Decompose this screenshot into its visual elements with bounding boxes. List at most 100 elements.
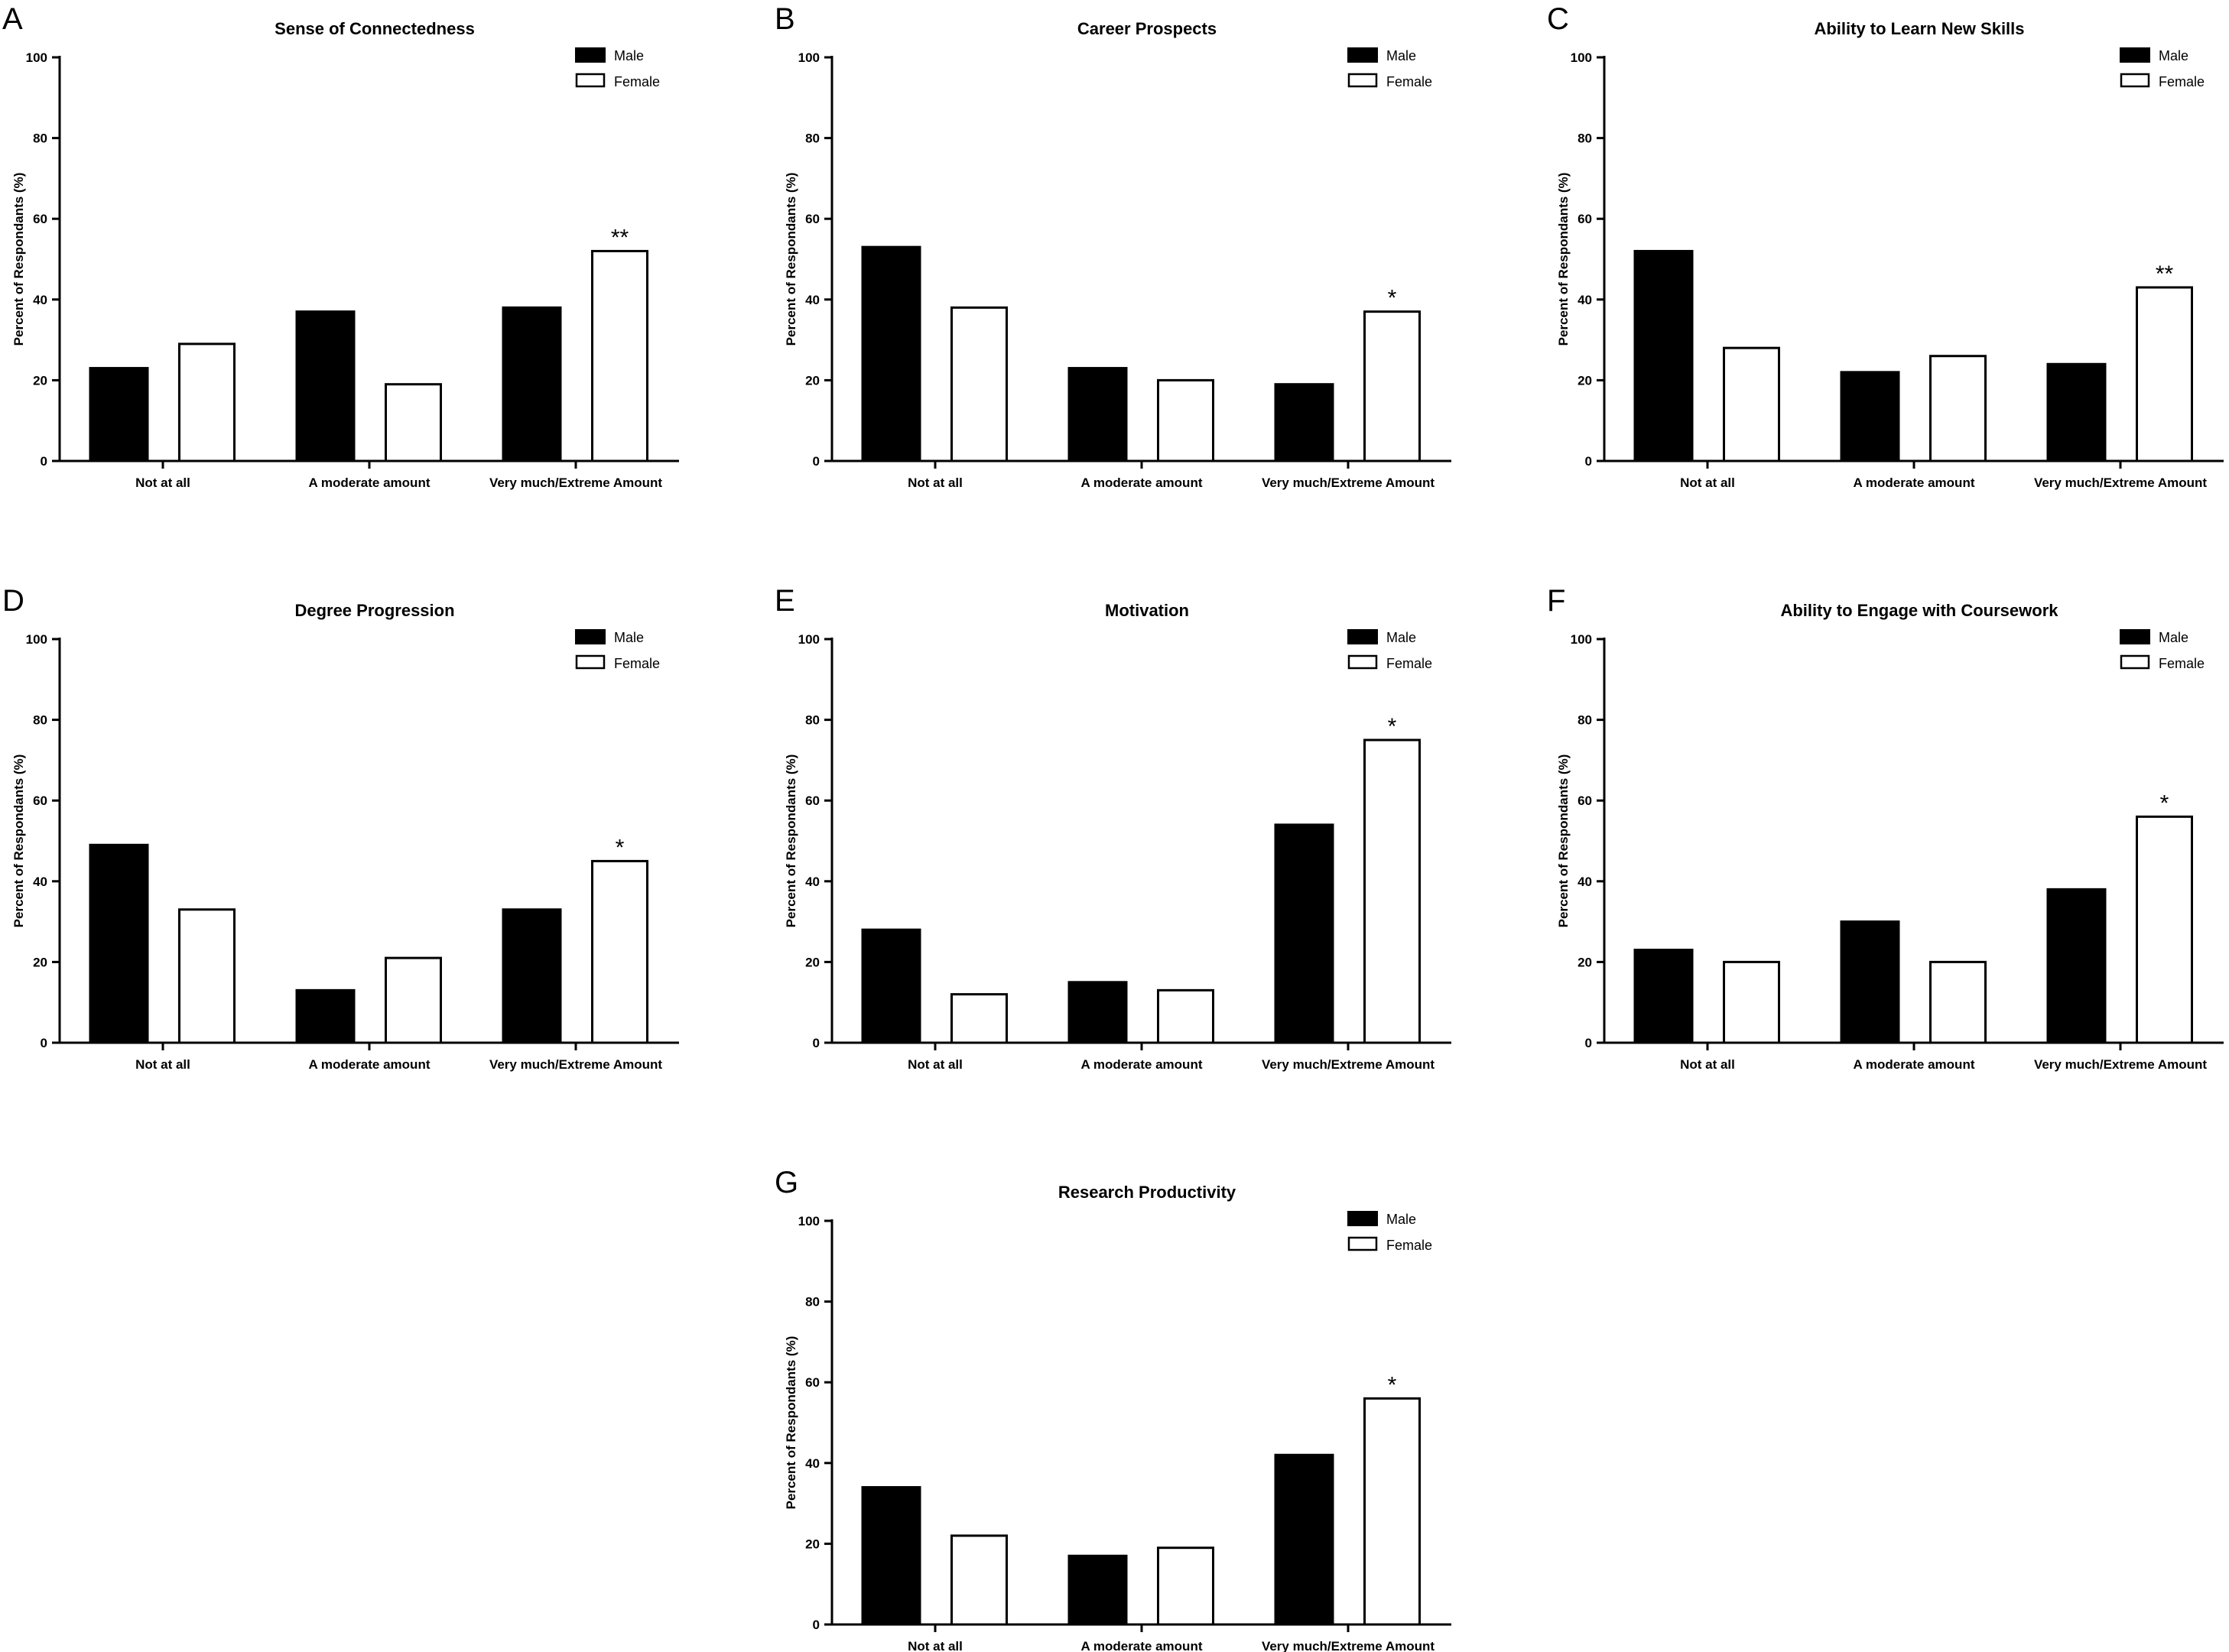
bar-male <box>861 1485 921 1626</box>
bar-female <box>950 1534 1008 1626</box>
bar-male <box>89 843 149 1044</box>
panel-letter: F <box>1547 584 1565 618</box>
y-tick-label: 40 <box>805 875 820 889</box>
x-category-label: A moderate amount <box>308 475 430 490</box>
bar-male <box>502 908 562 1044</box>
x-category-label: A moderate amount <box>308 1057 430 1072</box>
y-tick-label: 100 <box>26 50 47 65</box>
legend-label-male: Male <box>614 630 644 645</box>
bar-female <box>1723 346 1780 462</box>
bar-male <box>1274 1453 1334 1626</box>
bar-male <box>861 928 921 1044</box>
y-tick-label: 20 <box>1578 955 1592 969</box>
y-tick-label: 40 <box>1578 875 1592 889</box>
bar-female <box>950 306 1008 462</box>
panel-letter: E <box>775 584 795 618</box>
x-category-label: Not at all <box>908 1057 963 1072</box>
y-tick-label: 100 <box>798 632 820 647</box>
bar-female <box>1363 1397 1421 1626</box>
significance-marker: * <box>2160 790 2169 816</box>
legend-label-female: Female <box>1386 1238 1432 1253</box>
y-axis-label: Percent of Respondants (%) <box>11 755 26 928</box>
y-tick-label: 20 <box>805 373 820 388</box>
bar-female <box>950 993 1008 1044</box>
y-tick-label: 60 <box>33 794 47 808</box>
chart-panel-f: F Ability to Engage with Coursework Percen… <box>1547 584 2224 1072</box>
legend-label-female: Female <box>614 74 660 89</box>
legend-swatch-male <box>2120 629 2150 644</box>
panel-letter: D <box>2 584 24 618</box>
legend-swatch-male <box>575 629 606 644</box>
y-tick-label: 80 <box>805 131 820 146</box>
legend-swatch-male <box>575 47 606 63</box>
y-tick-label: 100 <box>1571 50 1592 65</box>
legend-swatch-female <box>1347 73 1378 88</box>
y-axis-label: Percent of Respondants (%) <box>1556 755 1571 928</box>
bar-male <box>1633 949 1694 1044</box>
y-tick-label: 20 <box>33 373 47 388</box>
bar-female <box>178 342 236 462</box>
bar-female <box>1363 310 1421 462</box>
bar-male <box>295 310 356 462</box>
y-tick-label: 60 <box>805 212 820 226</box>
y-tick-label: 60 <box>805 794 820 808</box>
bar-female <box>1157 1547 1214 1626</box>
y-tick-label: 40 <box>33 875 47 889</box>
bar-female <box>385 956 442 1044</box>
bar-male <box>2046 362 2107 462</box>
y-tick-label: 0 <box>813 1618 820 1632</box>
y-axis-label: Percent of Respondants (%) <box>784 1336 798 1510</box>
significance-marker: * <box>1388 286 1397 311</box>
y-tick-label: 20 <box>33 955 47 969</box>
x-category-label: Very much/Extreme Amount <box>1262 1057 1435 1072</box>
x-category-label: Very much/Extreme Amount <box>2034 1057 2207 1072</box>
bar-male <box>89 367 149 462</box>
legend-label-male: Male <box>2159 630 2188 645</box>
legend-swatch-male <box>1347 47 1378 63</box>
x-category-label: Not at all <box>908 475 963 490</box>
x-category-label: A moderate amount <box>1080 1639 1202 1652</box>
bar-female <box>1363 738 1421 1044</box>
significance-marker: * <box>1388 1372 1397 1397</box>
y-axis-label: Percent of Respondants (%) <box>784 173 798 346</box>
bar-female <box>2136 815 2193 1044</box>
significance-marker: * <box>1388 714 1397 739</box>
legend-swatch-female <box>575 654 606 670</box>
legend-swatch-male <box>1347 1211 1378 1226</box>
bar-female <box>178 908 236 1044</box>
y-tick-label: 0 <box>813 1036 820 1050</box>
chart-panel-b: B Career Prospects Percent of Respondants … <box>775 2 1451 490</box>
chart-panel-a: A Sense of Connectedness Percent of Respon… <box>2 2 679 490</box>
chart-panel-g: G Research Productivity Percent of Respond… <box>775 1166 1451 1652</box>
legend-swatch-female <box>2120 73 2150 88</box>
chart-title: Ability to Learn New Skills <box>1814 19 2024 38</box>
y-tick-label: 80 <box>1578 131 1592 146</box>
y-tick-label: 60 <box>1578 794 1592 808</box>
legend-label-female: Female <box>614 656 660 671</box>
y-tick-label: 80 <box>805 713 820 728</box>
bar-male <box>861 245 921 462</box>
chart-panel-d: D Degree Progression Percent of Respondant… <box>2 584 679 1072</box>
y-tick-label: 0 <box>1585 454 1592 469</box>
y-tick-label: 40 <box>805 293 820 307</box>
y-tick-label: 40 <box>33 293 47 307</box>
y-tick-label: 60 <box>33 212 47 226</box>
chart-title: Research Productivity <box>1058 1183 1236 1202</box>
legend-label-male: Male <box>2159 48 2188 63</box>
bar-male <box>295 988 356 1044</box>
x-category-label: A moderate amount <box>1080 475 1202 490</box>
x-category-label: A moderate amount <box>1853 475 1974 490</box>
x-category-label: A moderate amount <box>1080 1057 1202 1072</box>
bar-male <box>2046 888 2107 1044</box>
y-axis-label: Percent of Respondants (%) <box>784 755 798 928</box>
bar-male <box>1067 1554 1128 1626</box>
panel-letter: C <box>1547 2 1569 36</box>
bar-female <box>1157 378 1214 462</box>
legend-label-male: Male <box>1386 48 1416 63</box>
legend-label-female: Female <box>2159 74 2205 89</box>
bar-male <box>1840 920 1900 1044</box>
y-tick-label: 20 <box>1578 373 1592 388</box>
legend-label-male: Male <box>1386 1212 1416 1227</box>
chart-panel-e: E Motivation Percent of Respondants (%) 0 20… <box>775 584 1451 1072</box>
x-category-label: Very much/Extreme Amount <box>489 1057 662 1072</box>
